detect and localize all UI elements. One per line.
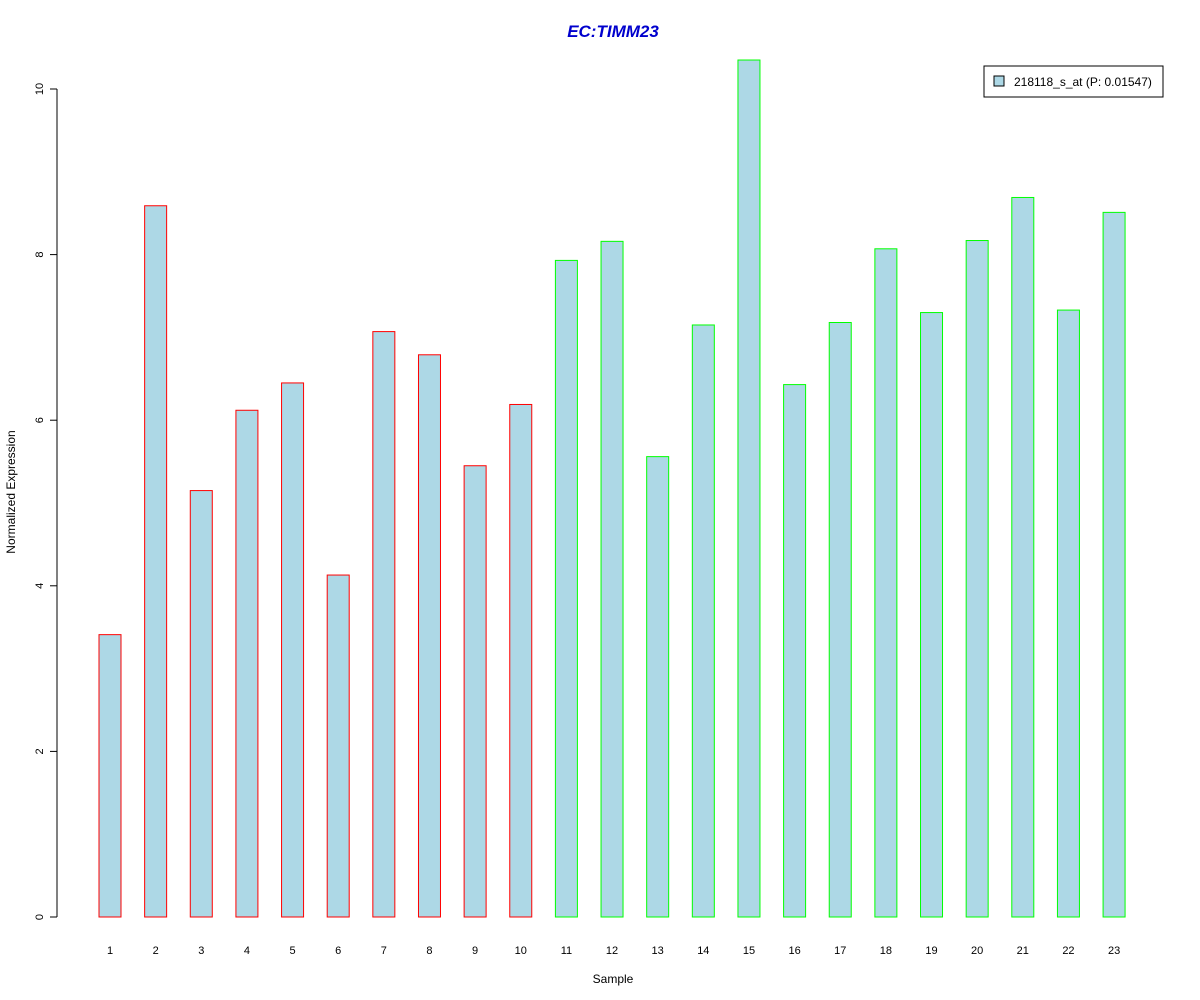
x-tick-label: 23 xyxy=(1108,945,1120,957)
x-tick-label: 2 xyxy=(153,945,159,957)
x-tick-label: 4 xyxy=(244,945,250,957)
x-tick-label: 3 xyxy=(198,945,204,957)
x-tick-label: 13 xyxy=(652,945,664,957)
bar-sample-20 xyxy=(965,240,989,918)
x-tick-label: 8 xyxy=(426,945,432,957)
bar-sample-3 xyxy=(189,490,213,918)
x-tick-label: 6 xyxy=(335,945,341,957)
x-tick-label: 20 xyxy=(971,945,983,957)
bar-sample-8 xyxy=(417,354,441,918)
bar-sample-18 xyxy=(874,248,898,918)
bar-sample-22 xyxy=(1056,309,1080,918)
x-axis-title: Sample xyxy=(593,972,634,986)
y-tick-label: 4 xyxy=(34,583,46,589)
x-tick-label: 5 xyxy=(289,945,295,957)
bar-sample-4 xyxy=(235,409,259,918)
x-tick-label: 14 xyxy=(697,945,709,957)
bar-sample-15 xyxy=(737,59,761,918)
bar-sample-5 xyxy=(281,382,305,918)
bar-sample-1 xyxy=(98,634,122,918)
legend-label: 218118_s_at (P: 0.01547) xyxy=(1014,75,1152,89)
chart-title: EC:TIMM23 xyxy=(567,22,659,41)
bar-sample-16 xyxy=(783,384,807,918)
y-axis: 0 2 4 6 8 10 xyxy=(34,83,58,920)
bar-sample-21 xyxy=(1011,196,1035,918)
x-tick-label: 18 xyxy=(880,945,892,957)
bar-sample-2 xyxy=(144,205,168,918)
x-tick-label: 22 xyxy=(1062,945,1074,957)
bar-sample-6 xyxy=(326,574,350,918)
bar-sample-10 xyxy=(509,403,533,918)
x-tick-label: 15 xyxy=(743,945,755,957)
x-tick-label: 7 xyxy=(381,945,387,957)
bar-sample-9 xyxy=(463,465,487,918)
legend-swatch xyxy=(993,75,1005,87)
x-tick-labels: 1 2 3 4 5 6 7 8 9 10 11 12 13 14 15 16 17 18 19 20 21 22 23 xyxy=(107,945,1120,957)
y-tick-label: 0 xyxy=(34,914,46,920)
bar-sample-13 xyxy=(646,456,670,918)
legend: 218118_s_at (P: 0.01547) xyxy=(983,65,1164,98)
y-tick-label: 6 xyxy=(34,417,46,423)
x-tick-label: 19 xyxy=(925,945,937,957)
bar-sample-12 xyxy=(600,240,624,918)
bar-sample-19 xyxy=(920,312,944,918)
bar-sample-17 xyxy=(828,322,852,918)
legend-box xyxy=(983,65,1164,98)
bar-sample-11 xyxy=(554,259,578,918)
x-tick-label: 17 xyxy=(834,945,846,957)
bars-group xyxy=(98,59,1126,918)
x-tick-label: 21 xyxy=(1017,945,1029,957)
y-tick-label: 10 xyxy=(34,83,46,95)
x-tick-label: 10 xyxy=(515,945,527,957)
bar-sample-23 xyxy=(1102,211,1126,918)
x-tick-label: 9 xyxy=(472,945,478,957)
x-tick-label: 11 xyxy=(561,945,572,957)
x-tick-label: 12 xyxy=(606,945,618,957)
y-tick-label: 2 xyxy=(34,748,46,754)
bar-sample-14 xyxy=(691,324,715,918)
x-tick-label: 1 xyxy=(107,945,113,957)
y-axis-title: Normalized Expression xyxy=(4,430,18,553)
bar-sample-7 xyxy=(372,331,396,918)
y-tick-label: 8 xyxy=(34,252,46,258)
x-tick-label: 16 xyxy=(788,945,800,957)
